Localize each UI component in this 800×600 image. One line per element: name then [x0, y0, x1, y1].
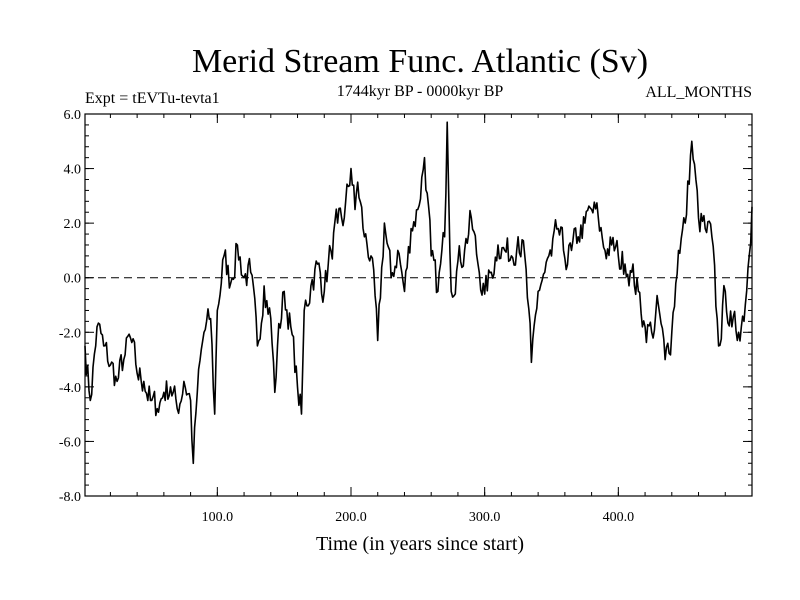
- y-tick-label: -8.0: [59, 490, 81, 505]
- x-tick-label: 200.0: [335, 510, 367, 525]
- y-tick-label: 2.0: [64, 217, 82, 232]
- x-axis-label: Time (in years since start): [316, 533, 524, 555]
- y-tick-label: 4.0: [64, 163, 82, 178]
- y-tick-label: 0.0: [64, 272, 82, 287]
- x-tick-label: 400.0: [603, 510, 635, 525]
- chart-subtitle: 1744kyr BP - 0000kyr BP: [337, 83, 504, 100]
- y-tick-label: -2.0: [59, 326, 81, 341]
- plot-frame: [84, 113, 753, 497]
- y-tick-label: 6.0: [64, 108, 82, 123]
- x-tick-label: 100.0: [202, 510, 234, 525]
- y-tick-label: -6.0: [59, 435, 81, 450]
- x-tick-label: 300.0: [469, 510, 501, 525]
- expt-label: Expt = tEVTu-tevta1: [85, 90, 220, 107]
- series-line: [84, 121, 753, 465]
- period-label: ALL_MONTHS: [645, 84, 752, 101]
- chart-title: Merid Stream Func. Atlantic (Sv): [192, 43, 648, 80]
- y-tick-label: -4.0: [59, 381, 81, 396]
